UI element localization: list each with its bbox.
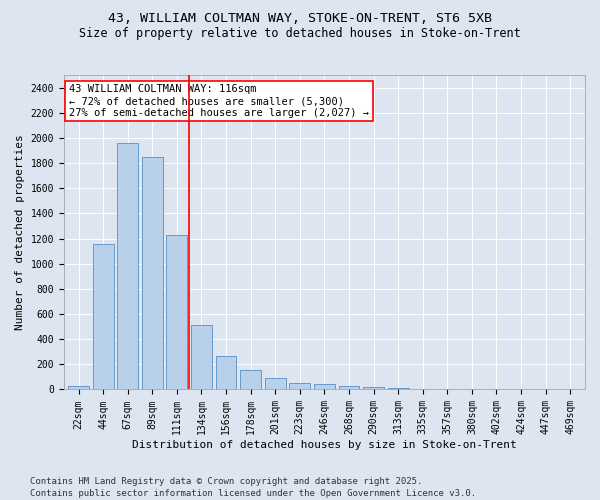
Y-axis label: Number of detached properties: Number of detached properties <box>15 134 25 330</box>
Bar <box>265 378 286 390</box>
Bar <box>92 244 113 390</box>
Text: 43 WILLIAM COLTMAN WAY: 116sqm
← 72% of detached houses are smaller (5,300)
27% : 43 WILLIAM COLTMAN WAY: 116sqm ← 72% of … <box>69 84 369 117</box>
Text: Size of property relative to detached houses in Stoke-on-Trent: Size of property relative to detached ho… <box>79 28 521 40</box>
Bar <box>166 235 187 390</box>
Bar <box>314 384 335 390</box>
Text: 43, WILLIAM COLTMAN WAY, STOKE-ON-TRENT, ST6 5XB: 43, WILLIAM COLTMAN WAY, STOKE-ON-TRENT,… <box>108 12 492 26</box>
Bar <box>388 388 409 390</box>
X-axis label: Distribution of detached houses by size in Stoke-on-Trent: Distribution of detached houses by size … <box>132 440 517 450</box>
Bar <box>215 356 236 390</box>
Bar <box>142 157 163 390</box>
Bar <box>338 386 359 390</box>
Bar <box>191 326 212 390</box>
Text: Contains HM Land Registry data © Crown copyright and database right 2025.
Contai: Contains HM Land Registry data © Crown c… <box>30 476 476 498</box>
Bar <box>240 370 261 390</box>
Bar <box>363 387 384 390</box>
Bar <box>117 143 138 390</box>
Bar <box>68 386 89 390</box>
Bar <box>289 384 310 390</box>
